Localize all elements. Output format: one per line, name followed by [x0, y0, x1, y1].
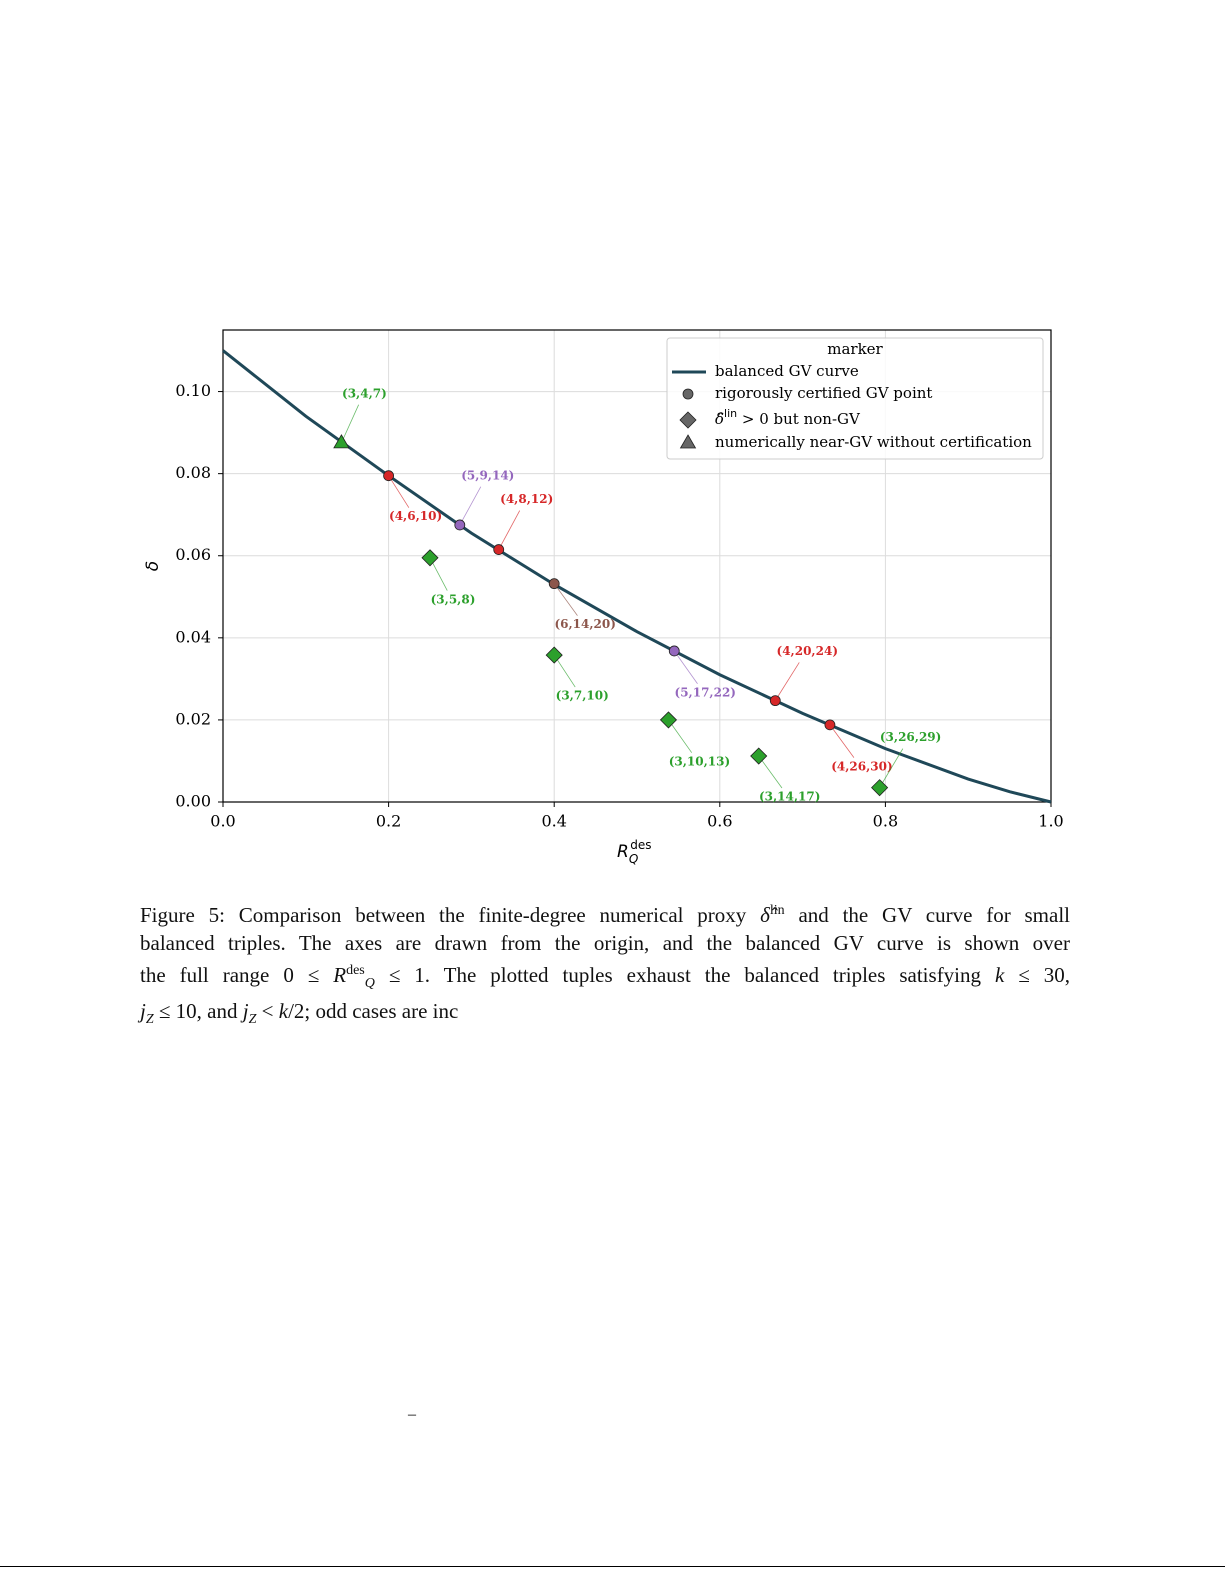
- leader-line: [673, 650, 698, 684]
- legend-rest: > 0 but non-GV: [737, 410, 861, 428]
- point-label: (4,8,12): [500, 492, 553, 506]
- figure-caption: Figure 5: Comparison between the finite-…: [140, 897, 1070, 1033]
- legend-label: rigorously certified GV point: [715, 384, 932, 402]
- point-label: (4,6,10): [389, 509, 442, 523]
- chart: 0.0 0.2 0.4 0.6 0.8 1.0 0.00 0.02 0.04 0.06 0.08 0.…: [143, 329, 1064, 866]
- point-label: (3,5,8): [431, 592, 476, 606]
- point-label: (5,9,14): [461, 468, 514, 482]
- caption-text: the full range 0 ≤: [140, 963, 334, 987]
- legend-box: [666, 337, 1044, 460]
- point: [659, 711, 678, 729]
- caption-text: Figure 5: Comparison between the finite-…: [140, 903, 761, 927]
- leader-line: [879, 748, 904, 788]
- point: [548, 578, 560, 590]
- caption-text: k: [278, 998, 289, 1023]
- caption-line: jZ ≤ 10, and jZ < k/2; odd cases are inc: [140, 998, 1070, 1034]
- leader-line: [388, 475, 410, 508]
- point: [545, 646, 563, 664]
- caption-text: δ̂: [760, 903, 770, 927]
- point: [750, 747, 768, 765]
- point: [383, 470, 395, 482]
- x-label-base: R: [617, 842, 629, 862]
- point: [454, 519, 466, 531]
- leader-line: [459, 486, 482, 526]
- leader-line: [668, 719, 693, 753]
- legend-title: marker: [827, 340, 883, 358]
- point-label: (6,14,20): [554, 617, 615, 631]
- x-axis-label: RQdes: [617, 838, 652, 866]
- y-tick-label: 0.00: [175, 792, 211, 811]
- legend-marker: [679, 434, 697, 449]
- point: [871, 779, 889, 797]
- leader-line: [553, 583, 578, 616]
- x-label-sub: Q: [629, 852, 638, 866]
- caption-text: <: [256, 998, 279, 1023]
- caption-text: Z: [145, 1011, 154, 1027]
- point: [493, 544, 505, 555]
- y-tick-label: 0.08: [175, 463, 211, 482]
- leader-line: [553, 654, 576, 688]
- legend-label: balanced GV curve: [715, 362, 859, 380]
- leader-line: [341, 404, 360, 444]
- legend-label: δ̂lin > 0 but non-GV: [715, 407, 861, 428]
- caption-text: ≤ 1. The plotted tuples exhaust the bala…: [374, 963, 995, 987]
- bottom-rule: [0, 1566, 1225, 1567]
- plot-frame: [222, 329, 1052, 803]
- leader-line: [829, 724, 855, 758]
- caption-text: lin: [769, 903, 785, 918]
- legend-marker: [682, 388, 694, 400]
- caption-text: ≤ 30,: [1004, 963, 1070, 987]
- x-tick-label: 0.6: [707, 812, 732, 831]
- legend-marker: [679, 411, 697, 429]
- caption-text: k: [994, 963, 1005, 987]
- point-label: (3,7,10): [556, 689, 609, 703]
- x-tick-label: 1.0: [1038, 812, 1063, 831]
- caption-line: Figure 5: Comparison between the finite-…: [140, 897, 1070, 930]
- point: [333, 434, 350, 449]
- point-label: (3,26,29): [880, 730, 941, 744]
- y-tick-label: 0.02: [175, 709, 211, 728]
- point-label: (4,26,30): [831, 759, 892, 773]
- leader-line: [498, 510, 521, 550]
- y-tick-label: 0.04: [175, 627, 211, 646]
- legend-symbol: δ̂: [715, 410, 724, 428]
- y-tick-label: 0.06: [175, 545, 211, 564]
- point-label: (3,14,17): [759, 790, 820, 804]
- legend-label: numerically near-GV without certificatio…: [715, 433, 1032, 451]
- caption-text: j: [140, 998, 146, 1023]
- caption-text: and the GV curve for small: [784, 903, 1071, 927]
- x-tick-label: 0.8: [873, 812, 898, 831]
- point: [421, 549, 439, 567]
- x-label-sup: des: [630, 838, 651, 852]
- caption-text: des: [346, 963, 365, 978]
- caption-text: balanced triples. The axes are drawn fro…: [140, 930, 1070, 955]
- point-label: (4,20,24): [777, 644, 838, 658]
- caption-text: ≤ 10, and: [153, 998, 243, 1023]
- leader-line: [774, 662, 800, 701]
- legend: marker balanced GV curve rigorously certif…: [666, 337, 1044, 460]
- caption-line: balanced triples. The axes are drawn fro…: [140, 930, 1070, 958]
- caption-text: R: [333, 963, 347, 987]
- leader-line: [758, 755, 783, 789]
- legend-sup: lin: [724, 407, 737, 420]
- y-axis-label: δ: [143, 561, 163, 571]
- point-label: (3,10,13): [669, 754, 730, 768]
- point: [824, 719, 836, 731]
- x-tick-label: 0.4: [541, 812, 566, 831]
- point-label: (5,17,22): [675, 685, 736, 699]
- caption-text: /2; odd cases are inc: [288, 998, 459, 1023]
- x-tick-label: 0.2: [376, 812, 401, 831]
- footer-mark: –: [408, 1406, 416, 1423]
- caption-text: Z: [248, 1011, 257, 1027]
- caption-line: the full range 0 ≤ RdesQ ≤ 1. The plotte…: [140, 957, 1070, 998]
- point: [769, 695, 781, 707]
- caption-text: j: [242, 998, 249, 1023]
- y-tick-label: 0.10: [175, 381, 211, 400]
- x-tick-label: 0.0: [210, 812, 235, 831]
- point: [668, 645, 680, 657]
- caption-text: Q: [364, 976, 375, 991]
- point-label: (3,4,7): [342, 386, 387, 400]
